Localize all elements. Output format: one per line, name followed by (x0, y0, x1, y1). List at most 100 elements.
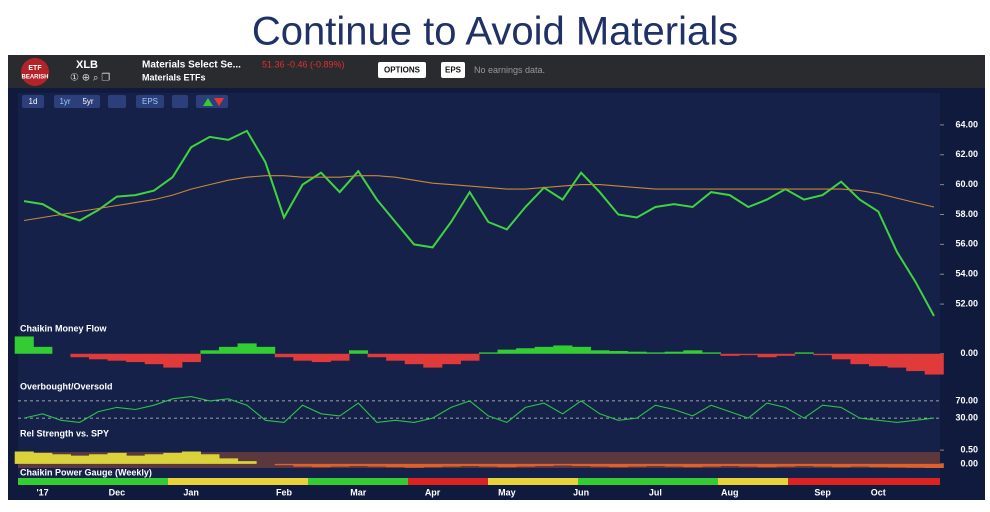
x-tick-label: Dec (109, 487, 126, 497)
bar (813, 353, 833, 356)
up-icon (203, 98, 213, 106)
bar (831, 353, 851, 360)
bar (590, 350, 610, 354)
bar (534, 463, 554, 467)
bar (757, 463, 777, 468)
range-buttons[interactable] (54, 95, 100, 108)
bar (516, 463, 536, 467)
signal-button[interactable] (196, 95, 228, 108)
series-line (23, 129, 935, 317)
etf-name: Materials Select Se... (142, 60, 241, 71)
bar (163, 353, 183, 368)
bar (534, 346, 554, 354)
bar (144, 353, 164, 365)
y-tick-label: 70.00 (955, 395, 978, 405)
x-tick-label: Sep (814, 487, 831, 497)
options-button[interactable] (378, 62, 426, 78)
settings-button[interactable] (108, 95, 126, 108)
eps-button[interactable] (441, 62, 465, 78)
bar (887, 463, 907, 468)
bar (516, 348, 536, 354)
bar (367, 353, 387, 358)
doc-button[interactable] (172, 95, 188, 108)
bar (144, 454, 164, 464)
bar (367, 463, 387, 467)
bar (553, 345, 573, 354)
x-tick-label: Aug (721, 487, 739, 497)
bar (924, 463, 944, 468)
bar (757, 353, 777, 358)
x-tick-label: Oct (871, 487, 886, 497)
bar (571, 346, 591, 354)
panel-title: Chaikin Power Gauge (Weekly) (20, 467, 152, 477)
bar (850, 463, 870, 467)
bar (683, 350, 703, 354)
bar (70, 353, 90, 358)
panel-title: Chaikin Money Flow (20, 323, 108, 333)
range-1: 1yr (59, 97, 70, 106)
bar (869, 353, 889, 367)
bar (590, 463, 610, 467)
bar (887, 353, 907, 368)
bar (646, 352, 666, 354)
bar (460, 353, 480, 361)
bar (163, 452, 183, 464)
bar (794, 463, 814, 467)
bar (739, 353, 759, 356)
bar (349, 463, 369, 467)
bar (720, 353, 740, 356)
eps-toggle[interactable] (136, 95, 164, 108)
bar (274, 353, 294, 358)
interval-button[interactable] (22, 95, 44, 108)
y-tick-label: 30.00 (955, 412, 978, 422)
bar (776, 353, 796, 356)
x-tick-label: Feb (276, 487, 293, 497)
bar (349, 350, 369, 354)
y-tick-label: 64.00 (955, 119, 978, 129)
header-bar (8, 55, 985, 88)
bar (423, 353, 443, 368)
bar (441, 463, 461, 467)
x-tick-label: '17 (36, 487, 48, 497)
bar (33, 452, 53, 464)
bar (200, 350, 220, 354)
bar (739, 463, 759, 467)
bar (14, 336, 34, 354)
bar (627, 463, 647, 467)
plot-area (18, 93, 940, 481)
bar (683, 463, 703, 468)
bar (311, 353, 331, 363)
bar (553, 463, 573, 466)
bar (274, 463, 294, 466)
slide-title: Continue to Avoid Materials (252, 10, 738, 54)
y-tick-label: 62.00 (955, 149, 978, 159)
x-tick-label: May (498, 487, 516, 497)
earnings: No earnings data. (474, 65, 545, 75)
bar (293, 463, 313, 467)
bar (646, 463, 666, 467)
etf-group: Materials ETFs (142, 72, 206, 82)
symbol: XLB (76, 59, 98, 71)
bar (479, 352, 499, 354)
series-line (23, 175, 935, 222)
bar (813, 463, 833, 467)
bar (237, 343, 257, 354)
bar (107, 353, 127, 361)
bar (701, 463, 721, 467)
interval: 1d (29, 97, 38, 106)
y-tick-label: 0.50 (960, 445, 978, 455)
bar (14, 451, 34, 464)
bar (404, 353, 424, 365)
bar (627, 351, 647, 354)
bar (386, 463, 406, 468)
y-tick-label: 0.00 (960, 348, 978, 358)
bar (441, 353, 461, 365)
bar (794, 352, 814, 354)
badge-bottom: BEARISH (21, 75, 48, 81)
panel-title: Rel Strength vs. SPY (20, 428, 109, 438)
bar (107, 452, 127, 464)
bar (869, 463, 889, 468)
power-gauge-strip (18, 478, 940, 485)
panel-title: Overbought/Oversold (20, 381, 113, 391)
